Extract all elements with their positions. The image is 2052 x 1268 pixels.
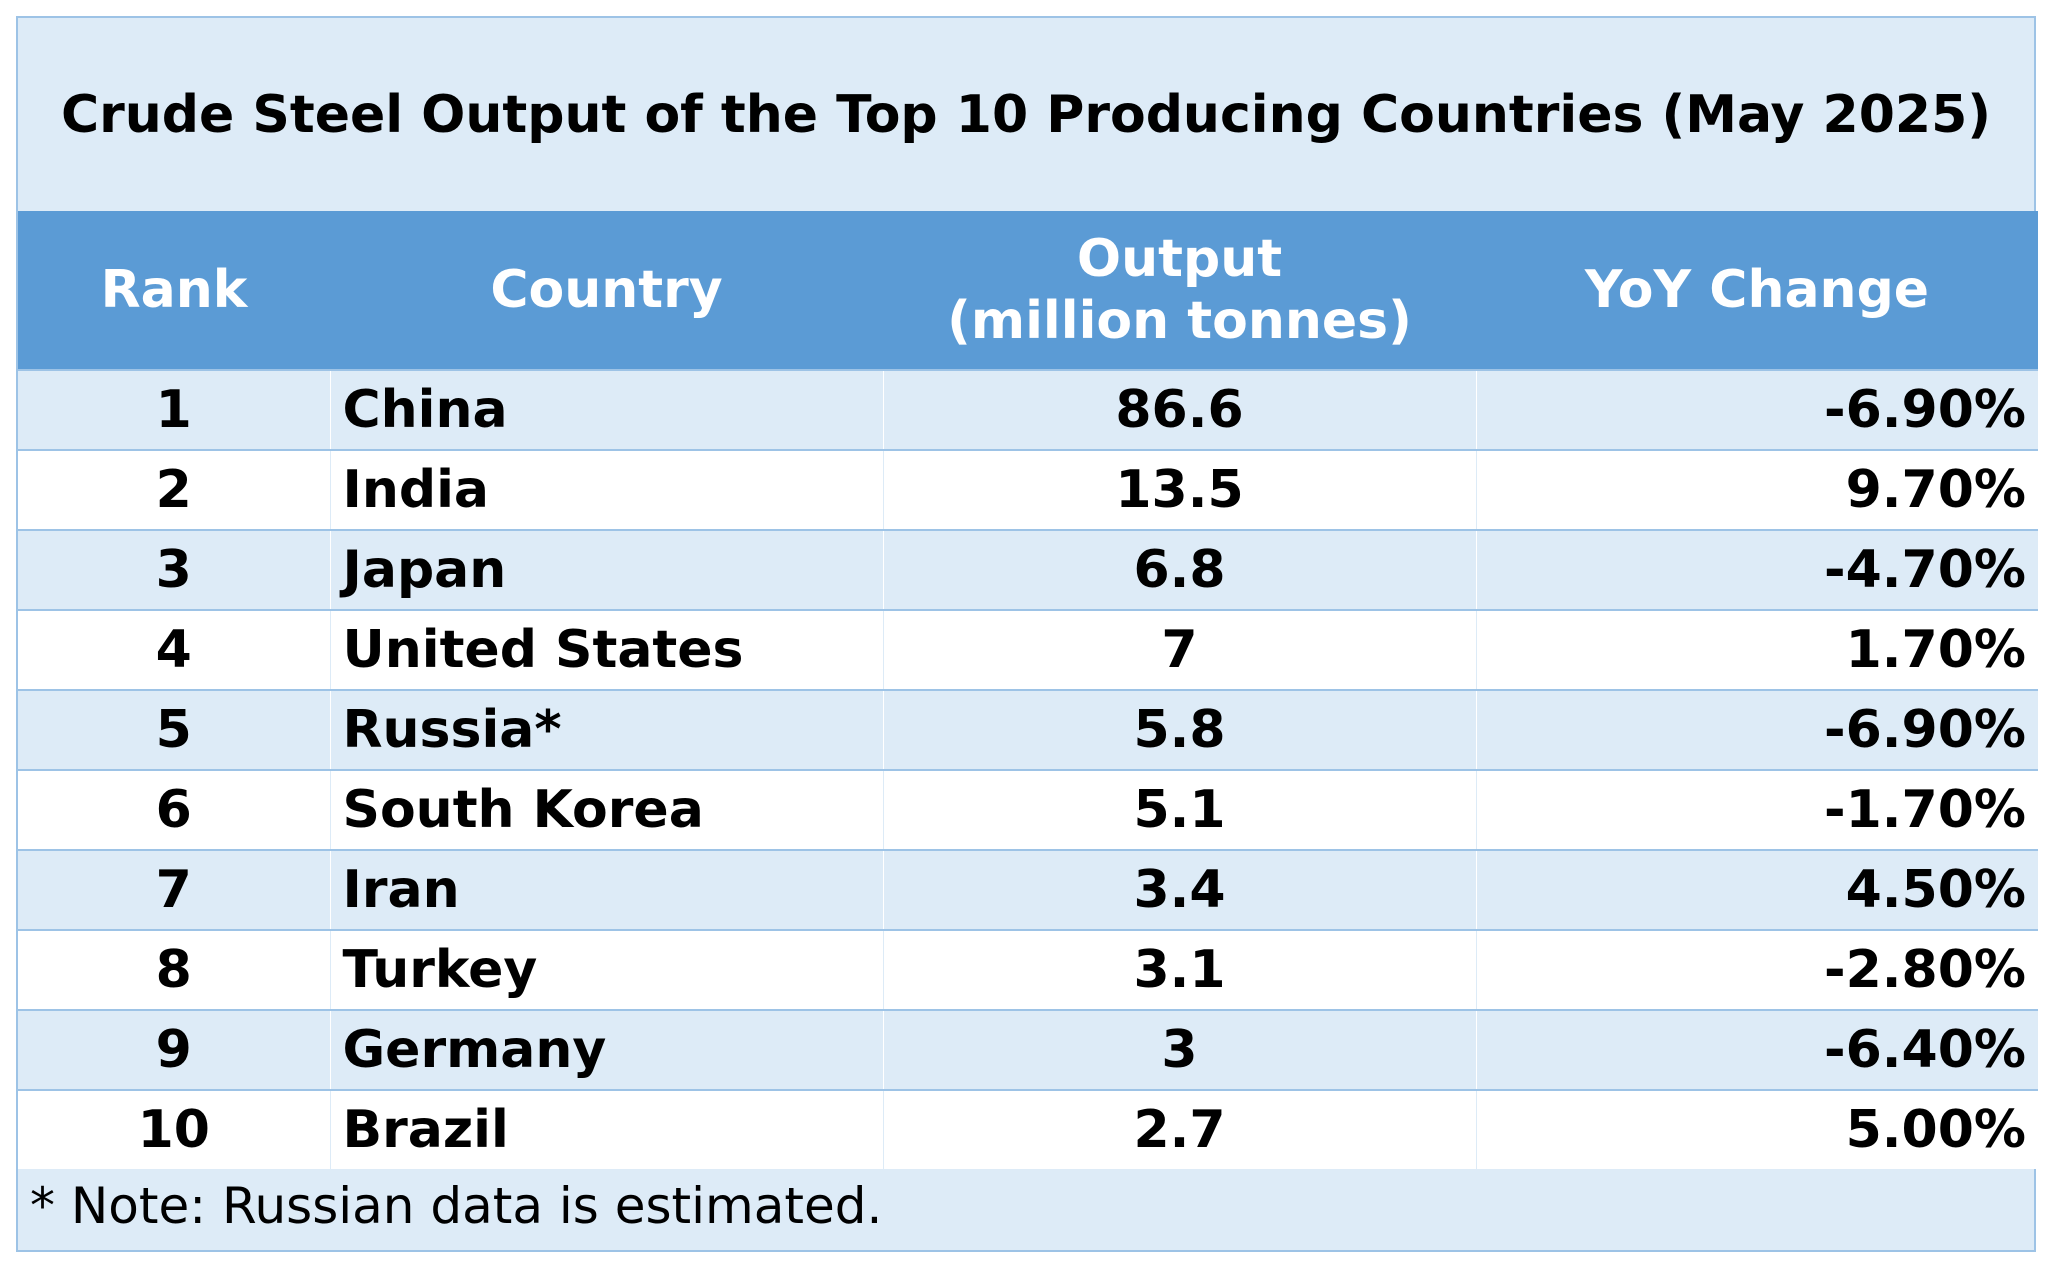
- cell-output: 13.5: [882, 449, 1476, 530]
- cell-yoy: -6.90%: [1475, 369, 2038, 450]
- cell-yoy: -2.80%: [1475, 929, 2038, 1010]
- cell-country: Iran: [329, 849, 883, 930]
- cell-country: Russia*: [329, 689, 883, 770]
- header-row: Rank Country Output (million tonnes) YoY…: [18, 211, 2038, 370]
- cell-rank: 6: [18, 769, 330, 850]
- cell-rank: 7: [18, 849, 330, 930]
- cell-yoy: -1.70%: [1475, 769, 2038, 850]
- cell-output: 86.6: [882, 369, 1476, 450]
- cell-country: Germany: [329, 1009, 883, 1090]
- header-output-unit: (million tonnes): [947, 291, 1412, 351]
- cell-country: India: [329, 449, 883, 530]
- cell-rank: 3: [18, 529, 330, 610]
- cell-country: United States: [329, 609, 883, 690]
- table-row: 4 United States 7 1.70%: [18, 609, 2038, 690]
- cell-yoy: -6.40%: [1475, 1009, 2038, 1090]
- cell-output: 5.8: [882, 689, 1476, 770]
- footnote: * Note: Russian data is estimated.: [30, 1177, 883, 1235]
- cell-output: 7: [882, 609, 1476, 690]
- cell-rank: 2: [18, 449, 330, 530]
- table-row: 3 Japan 6.8 -4.70%: [18, 529, 2038, 610]
- header-output: Output (million tonnes): [883, 211, 1476, 370]
- cell-country: Turkey: [329, 929, 883, 1010]
- table-row: 1 China 86.6 -6.90%: [18, 369, 2038, 450]
- cell-yoy: 5.00%: [1475, 1089, 2038, 1169]
- cell-yoy: 9.70%: [1475, 449, 2038, 530]
- cell-country: Brazil: [329, 1089, 883, 1169]
- table-row: 6 South Korea 5.1 -1.70%: [18, 769, 2038, 850]
- table-row: 2 India 13.5 9.70%: [18, 449, 2038, 530]
- table-body: 1 China 86.6 -6.90% 2 India 13.5 9.70% 3 Japan 6.8…: [18, 369, 2038, 1169]
- cell-output: 2.7: [882, 1089, 1476, 1169]
- cell-country: South Korea: [329, 769, 883, 850]
- cell-output: 3: [882, 1009, 1476, 1090]
- cell-country: China: [329, 369, 883, 450]
- header-rank: Rank: [18, 211, 330, 370]
- cell-yoy: 4.50%: [1475, 849, 2038, 930]
- cell-output: 3.1: [882, 929, 1476, 1010]
- header-yoy-change: YoY Change: [1476, 211, 2038, 370]
- table-title: Crude Steel Output of the Top 10 Produci…: [60, 84, 1992, 145]
- cell-rank: 9: [18, 1009, 330, 1090]
- cell-output: 5.1: [882, 769, 1476, 850]
- cell-rank: 8: [18, 929, 330, 1010]
- table-row: 9 Germany 3 -6.40%: [18, 1009, 2038, 1090]
- cell-yoy: 1.70%: [1475, 609, 2038, 690]
- table-row: 5 Russia* 5.8 -6.90%: [18, 689, 2038, 770]
- cell-yoy: -6.90%: [1475, 689, 2038, 770]
- table-row: 7 Iran 3.4 4.50%: [18, 849, 2038, 930]
- steel-output-table: Rank Country Output (million tonnes) YoY…: [18, 211, 2038, 1169]
- cell-output: 6.8: [882, 529, 1476, 610]
- cell-yoy: -4.70%: [1475, 529, 2038, 610]
- cell-output: 3.4: [882, 849, 1476, 930]
- table-card: Crude Steel Output of the Top 10 Produci…: [16, 16, 2038, 1252]
- cell-rank: 5: [18, 689, 330, 770]
- cell-rank: 4: [18, 609, 330, 690]
- header-country: Country: [330, 211, 883, 370]
- table-row: 10 Brazil 2.7 5.00%: [18, 1089, 2038, 1169]
- cell-rank: 10: [18, 1089, 330, 1169]
- cell-country: Japan: [329, 529, 883, 610]
- header-output-label: Output: [1076, 228, 1283, 289]
- table-row: 8 Turkey 3.1 -2.80%: [18, 929, 2038, 1010]
- cell-rank: 1: [18, 369, 330, 450]
